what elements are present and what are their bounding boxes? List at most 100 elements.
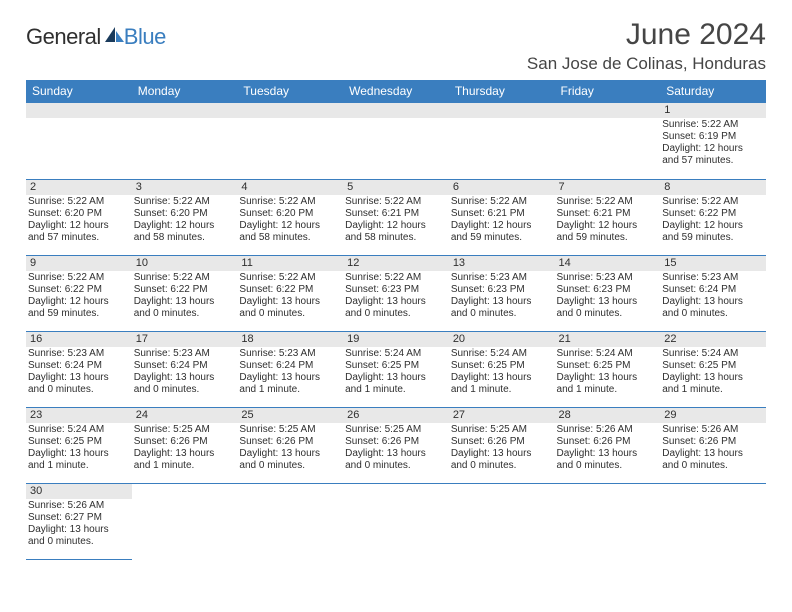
day-number: 3 [132,180,238,195]
calendar-row: 23Sunrise: 5:24 AMSunset: 6:25 PMDayligh… [26,407,766,483]
day-number: 5 [343,180,449,195]
page-title: June 2024 [527,18,766,52]
day-cell: 18Sunrise: 5:23 AMSunset: 6:24 PMDayligh… [237,331,343,407]
day-cell: 3Sunrise: 5:22 AMSunset: 6:20 PMDaylight… [132,179,238,255]
day-cell: 7Sunrise: 5:22 AMSunset: 6:21 PMDaylight… [555,179,661,255]
weekday-header: Tuesday [237,80,343,103]
day-cell: 12Sunrise: 5:22 AMSunset: 6:23 PMDayligh… [343,255,449,331]
day-cell: 6Sunrise: 5:22 AMSunset: 6:21 PMDaylight… [449,179,555,255]
calendar-row: 2Sunrise: 5:22 AMSunset: 6:20 PMDaylight… [26,179,766,255]
day-cell: 5Sunrise: 5:22 AMSunset: 6:21 PMDaylight… [343,179,449,255]
day-info: Sunrise: 5:23 AMSunset: 6:24 PMDaylight:… [237,347,343,397]
day-cell: 13Sunrise: 5:23 AMSunset: 6:23 PMDayligh… [449,255,555,331]
day-cell: 21Sunrise: 5:24 AMSunset: 6:25 PMDayligh… [555,331,661,407]
day-info: Sunrise: 5:22 AMSunset: 6:23 PMDaylight:… [343,271,449,321]
location-label: San Jose de Colinas, Honduras [527,54,766,74]
day-info: Sunrise: 5:22 AMSunset: 6:21 PMDaylight:… [555,195,661,245]
day-info: Sunrise: 5:22 AMSunset: 6:21 PMDaylight:… [343,195,449,245]
day-cell: 27Sunrise: 5:25 AMSunset: 6:26 PMDayligh… [449,407,555,483]
day-number: 20 [449,332,555,347]
day-number: 2 [26,180,132,195]
day-cell [555,483,661,559]
day-number: 19 [343,332,449,347]
day-info: Sunrise: 5:23 AMSunset: 6:24 PMDaylight:… [660,271,766,321]
weekday-header-row: SundayMondayTuesdayWednesdayThursdayFrid… [26,80,766,103]
day-cell: 17Sunrise: 5:23 AMSunset: 6:24 PMDayligh… [132,331,238,407]
weekday-header: Monday [132,80,238,103]
day-cell [449,483,555,559]
weekday-header: Wednesday [343,80,449,103]
weekday-header: Thursday [449,80,555,103]
day-number: 14 [555,256,661,271]
day-cell: 10Sunrise: 5:22 AMSunset: 6:22 PMDayligh… [132,255,238,331]
day-number-empty [26,103,132,118]
day-cell: 29Sunrise: 5:26 AMSunset: 6:26 PMDayligh… [660,407,766,483]
day-info: Sunrise: 5:22 AMSunset: 6:22 PMDaylight:… [237,271,343,321]
day-info: Sunrise: 5:23 AMSunset: 6:23 PMDaylight:… [555,271,661,321]
day-cell: 22Sunrise: 5:24 AMSunset: 6:25 PMDayligh… [660,331,766,407]
day-info: Sunrise: 5:24 AMSunset: 6:25 PMDaylight:… [660,347,766,397]
day-info: Sunrise: 5:22 AMSunset: 6:22 PMDaylight:… [132,271,238,321]
day-number: 1 [660,103,766,118]
calendar-row: 16Sunrise: 5:23 AMSunset: 6:24 PMDayligh… [26,331,766,407]
day-cell [26,103,132,179]
weekday-header: Friday [555,80,661,103]
day-number: 17 [132,332,238,347]
day-info: Sunrise: 5:26 AMSunset: 6:26 PMDaylight:… [555,423,661,473]
day-cell [343,483,449,559]
day-info: Sunrise: 5:25 AMSunset: 6:26 PMDaylight:… [237,423,343,473]
day-cell [660,483,766,559]
day-cell [343,103,449,179]
day-number: 29 [660,408,766,423]
day-number: 4 [237,180,343,195]
calendar-row: 1Sunrise: 5:22 AMSunset: 6:19 PMDaylight… [26,103,766,179]
day-info: Sunrise: 5:24 AMSunset: 6:25 PMDaylight:… [449,347,555,397]
calendar-table: SundayMondayTuesdayWednesdayThursdayFrid… [26,80,766,560]
day-number: 27 [449,408,555,423]
day-cell [132,483,238,559]
day-cell [449,103,555,179]
day-info: Sunrise: 5:23 AMSunset: 6:23 PMDaylight:… [449,271,555,321]
day-number-empty [132,103,238,118]
logo-text-blue: Blue [124,24,166,50]
day-cell: 28Sunrise: 5:26 AMSunset: 6:26 PMDayligh… [555,407,661,483]
day-number-empty [343,103,449,118]
day-cell: 2Sunrise: 5:22 AMSunset: 6:20 PMDaylight… [26,179,132,255]
day-cell [237,483,343,559]
day-number: 12 [343,256,449,271]
day-number: 15 [660,256,766,271]
day-number-empty [237,103,343,118]
calendar-row: 9Sunrise: 5:22 AMSunset: 6:22 PMDaylight… [26,255,766,331]
day-info: Sunrise: 5:22 AMSunset: 6:22 PMDaylight:… [660,195,766,245]
day-cell: 9Sunrise: 5:22 AMSunset: 6:22 PMDaylight… [26,255,132,331]
day-cell: 26Sunrise: 5:25 AMSunset: 6:26 PMDayligh… [343,407,449,483]
day-number: 6 [449,180,555,195]
day-number: 16 [26,332,132,347]
day-cell: 25Sunrise: 5:25 AMSunset: 6:26 PMDayligh… [237,407,343,483]
day-info: Sunrise: 5:24 AMSunset: 6:25 PMDaylight:… [555,347,661,397]
day-number: 7 [555,180,661,195]
day-number-empty [449,103,555,118]
day-number: 26 [343,408,449,423]
day-number: 24 [132,408,238,423]
day-info: Sunrise: 5:25 AMSunset: 6:26 PMDaylight:… [132,423,238,473]
day-number: 9 [26,256,132,271]
day-info: Sunrise: 5:22 AMSunset: 6:22 PMDaylight:… [26,271,132,321]
day-number: 11 [237,256,343,271]
day-info: Sunrise: 5:25 AMSunset: 6:26 PMDaylight:… [449,423,555,473]
weekday-header: Sunday [26,80,132,103]
day-number: 18 [237,332,343,347]
logo-sail-icon [103,25,125,50]
day-cell [555,103,661,179]
day-info: Sunrise: 5:23 AMSunset: 6:24 PMDaylight:… [132,347,238,397]
day-info: Sunrise: 5:22 AMSunset: 6:20 PMDaylight:… [26,195,132,245]
calendar-body: 1Sunrise: 5:22 AMSunset: 6:19 PMDaylight… [26,103,766,559]
day-cell: 19Sunrise: 5:24 AMSunset: 6:25 PMDayligh… [343,331,449,407]
day-cell: 23Sunrise: 5:24 AMSunset: 6:25 PMDayligh… [26,407,132,483]
day-cell: 14Sunrise: 5:23 AMSunset: 6:23 PMDayligh… [555,255,661,331]
day-info: Sunrise: 5:22 AMSunset: 6:20 PMDaylight:… [237,195,343,245]
day-info: Sunrise: 5:22 AMSunset: 6:20 PMDaylight:… [132,195,238,245]
logo-text-general: General [26,24,101,50]
day-cell: 11Sunrise: 5:22 AMSunset: 6:22 PMDayligh… [237,255,343,331]
day-cell: 30Sunrise: 5:26 AMSunset: 6:27 PMDayligh… [26,483,132,559]
